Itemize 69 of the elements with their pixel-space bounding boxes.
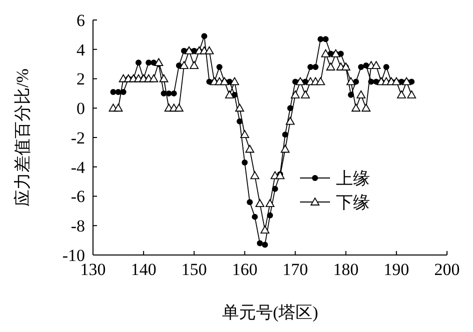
point <box>312 64 319 70</box>
point <box>326 62 336 70</box>
point <box>115 88 122 95</box>
point <box>256 240 263 246</box>
point <box>149 74 158 82</box>
x-tick-label: 200 <box>434 260 460 279</box>
point <box>316 77 326 86</box>
point <box>290 90 300 98</box>
point <box>230 77 240 86</box>
point <box>356 90 366 98</box>
y-axis-title: 应力差值百分比/% <box>13 68 32 206</box>
point <box>170 90 177 96</box>
point <box>180 61 188 69</box>
point <box>201 33 208 40</box>
x-tick-label: 140 <box>130 260 156 279</box>
y-tick-label: -8 <box>70 216 85 236</box>
point <box>216 64 222 70</box>
point <box>262 242 268 248</box>
y-tick-label: 6 <box>76 10 85 30</box>
point <box>255 199 264 208</box>
point <box>252 214 258 220</box>
point <box>282 132 288 138</box>
point <box>204 46 214 54</box>
y-tick-label: 2 <box>76 70 85 89</box>
point <box>110 88 116 95</box>
y-tick-label: -4 <box>70 158 86 177</box>
point <box>346 77 356 86</box>
point <box>286 116 295 125</box>
y-tick-label: 4 <box>76 40 86 60</box>
point <box>383 64 390 70</box>
legend-label: 下缘 <box>336 192 370 212</box>
point <box>352 104 360 112</box>
point <box>245 144 254 153</box>
y-tick-label: -6 <box>70 187 85 206</box>
point <box>322 36 329 42</box>
point <box>318 36 324 42</box>
point <box>363 62 370 69</box>
point <box>136 60 142 66</box>
point <box>146 60 152 66</box>
y-tick-label: -2 <box>70 128 85 148</box>
point <box>242 159 248 166</box>
point <box>114 104 123 112</box>
point <box>321 49 330 58</box>
point <box>300 90 310 98</box>
point <box>280 144 290 153</box>
point <box>266 199 274 208</box>
point <box>235 104 244 112</box>
point <box>407 90 416 98</box>
x-tick-label: 150 <box>181 260 207 279</box>
x-axis-title: 单元号(塔区) <box>222 303 318 322</box>
x-tick-label: 190 <box>384 260 410 279</box>
point <box>358 64 364 70</box>
y-tick-label: 0 <box>76 99 85 118</box>
point <box>246 199 253 206</box>
point <box>240 130 250 138</box>
point <box>190 61 199 69</box>
x-tick-label: 170 <box>282 260 308 279</box>
point <box>159 74 168 82</box>
point <box>307 64 314 70</box>
point <box>260 226 270 234</box>
x-tick-label: 160 <box>232 260 258 279</box>
legend-label: 上缘 <box>336 168 370 188</box>
point <box>397 90 406 98</box>
point <box>362 104 371 112</box>
point <box>225 90 234 98</box>
x-tick-label: 180 <box>333 260 359 279</box>
point <box>174 104 184 112</box>
point <box>372 61 381 69</box>
point <box>250 171 260 180</box>
